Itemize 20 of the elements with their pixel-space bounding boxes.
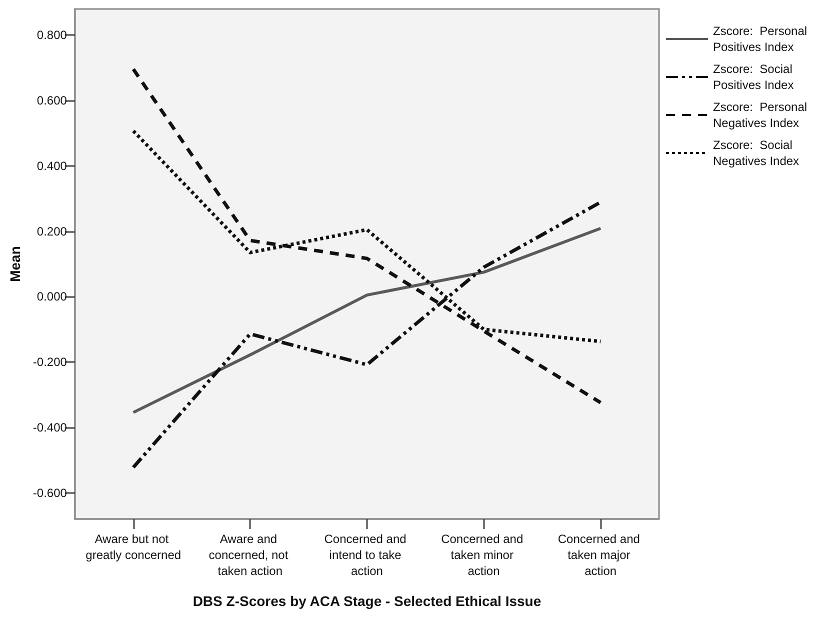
- y-tick-label: 0.400: [36, 158, 68, 173]
- x-tick-label: Concerned and taken major action: [558, 532, 644, 578]
- x-tick-label: Concerned and intend to take action: [324, 532, 410, 578]
- legend-label: Zscore: Personal Positives Index: [713, 24, 810, 54]
- y-tick-label: -0.200: [32, 355, 68, 370]
- x-axis-title: DBS Z-Scores by ACA Stage - Selected Ethical Issue: [192, 593, 542, 609]
- y-tick-label: 0.000: [36, 290, 68, 304]
- y-tick-label: 0.200: [36, 224, 68, 238]
- y-tick-label: 0.800: [36, 28, 68, 42]
- legend-label: Zscore: Social Negatives Index: [713, 138, 800, 168]
- legend-label: Zscore: Personal Negatives Index: [713, 100, 810, 130]
- line-series: [132, 226, 602, 414]
- legend-label: Zscore: Social Positives Index: [713, 62, 796, 92]
- x-tick-label: Concerned and taken minor action: [441, 532, 526, 578]
- y-tick-label: -0.400: [32, 420, 68, 434]
- y-tick-label: 0.600: [36, 94, 68, 108]
- y-tick-label: -0.600: [32, 486, 68, 500]
- y-axis-title: Mean: [7, 246, 23, 282]
- x-tick-label: Aware and concerned, not taken action: [208, 532, 292, 578]
- x-tick-label: Aware but not greatly concerned: [86, 532, 182, 562]
